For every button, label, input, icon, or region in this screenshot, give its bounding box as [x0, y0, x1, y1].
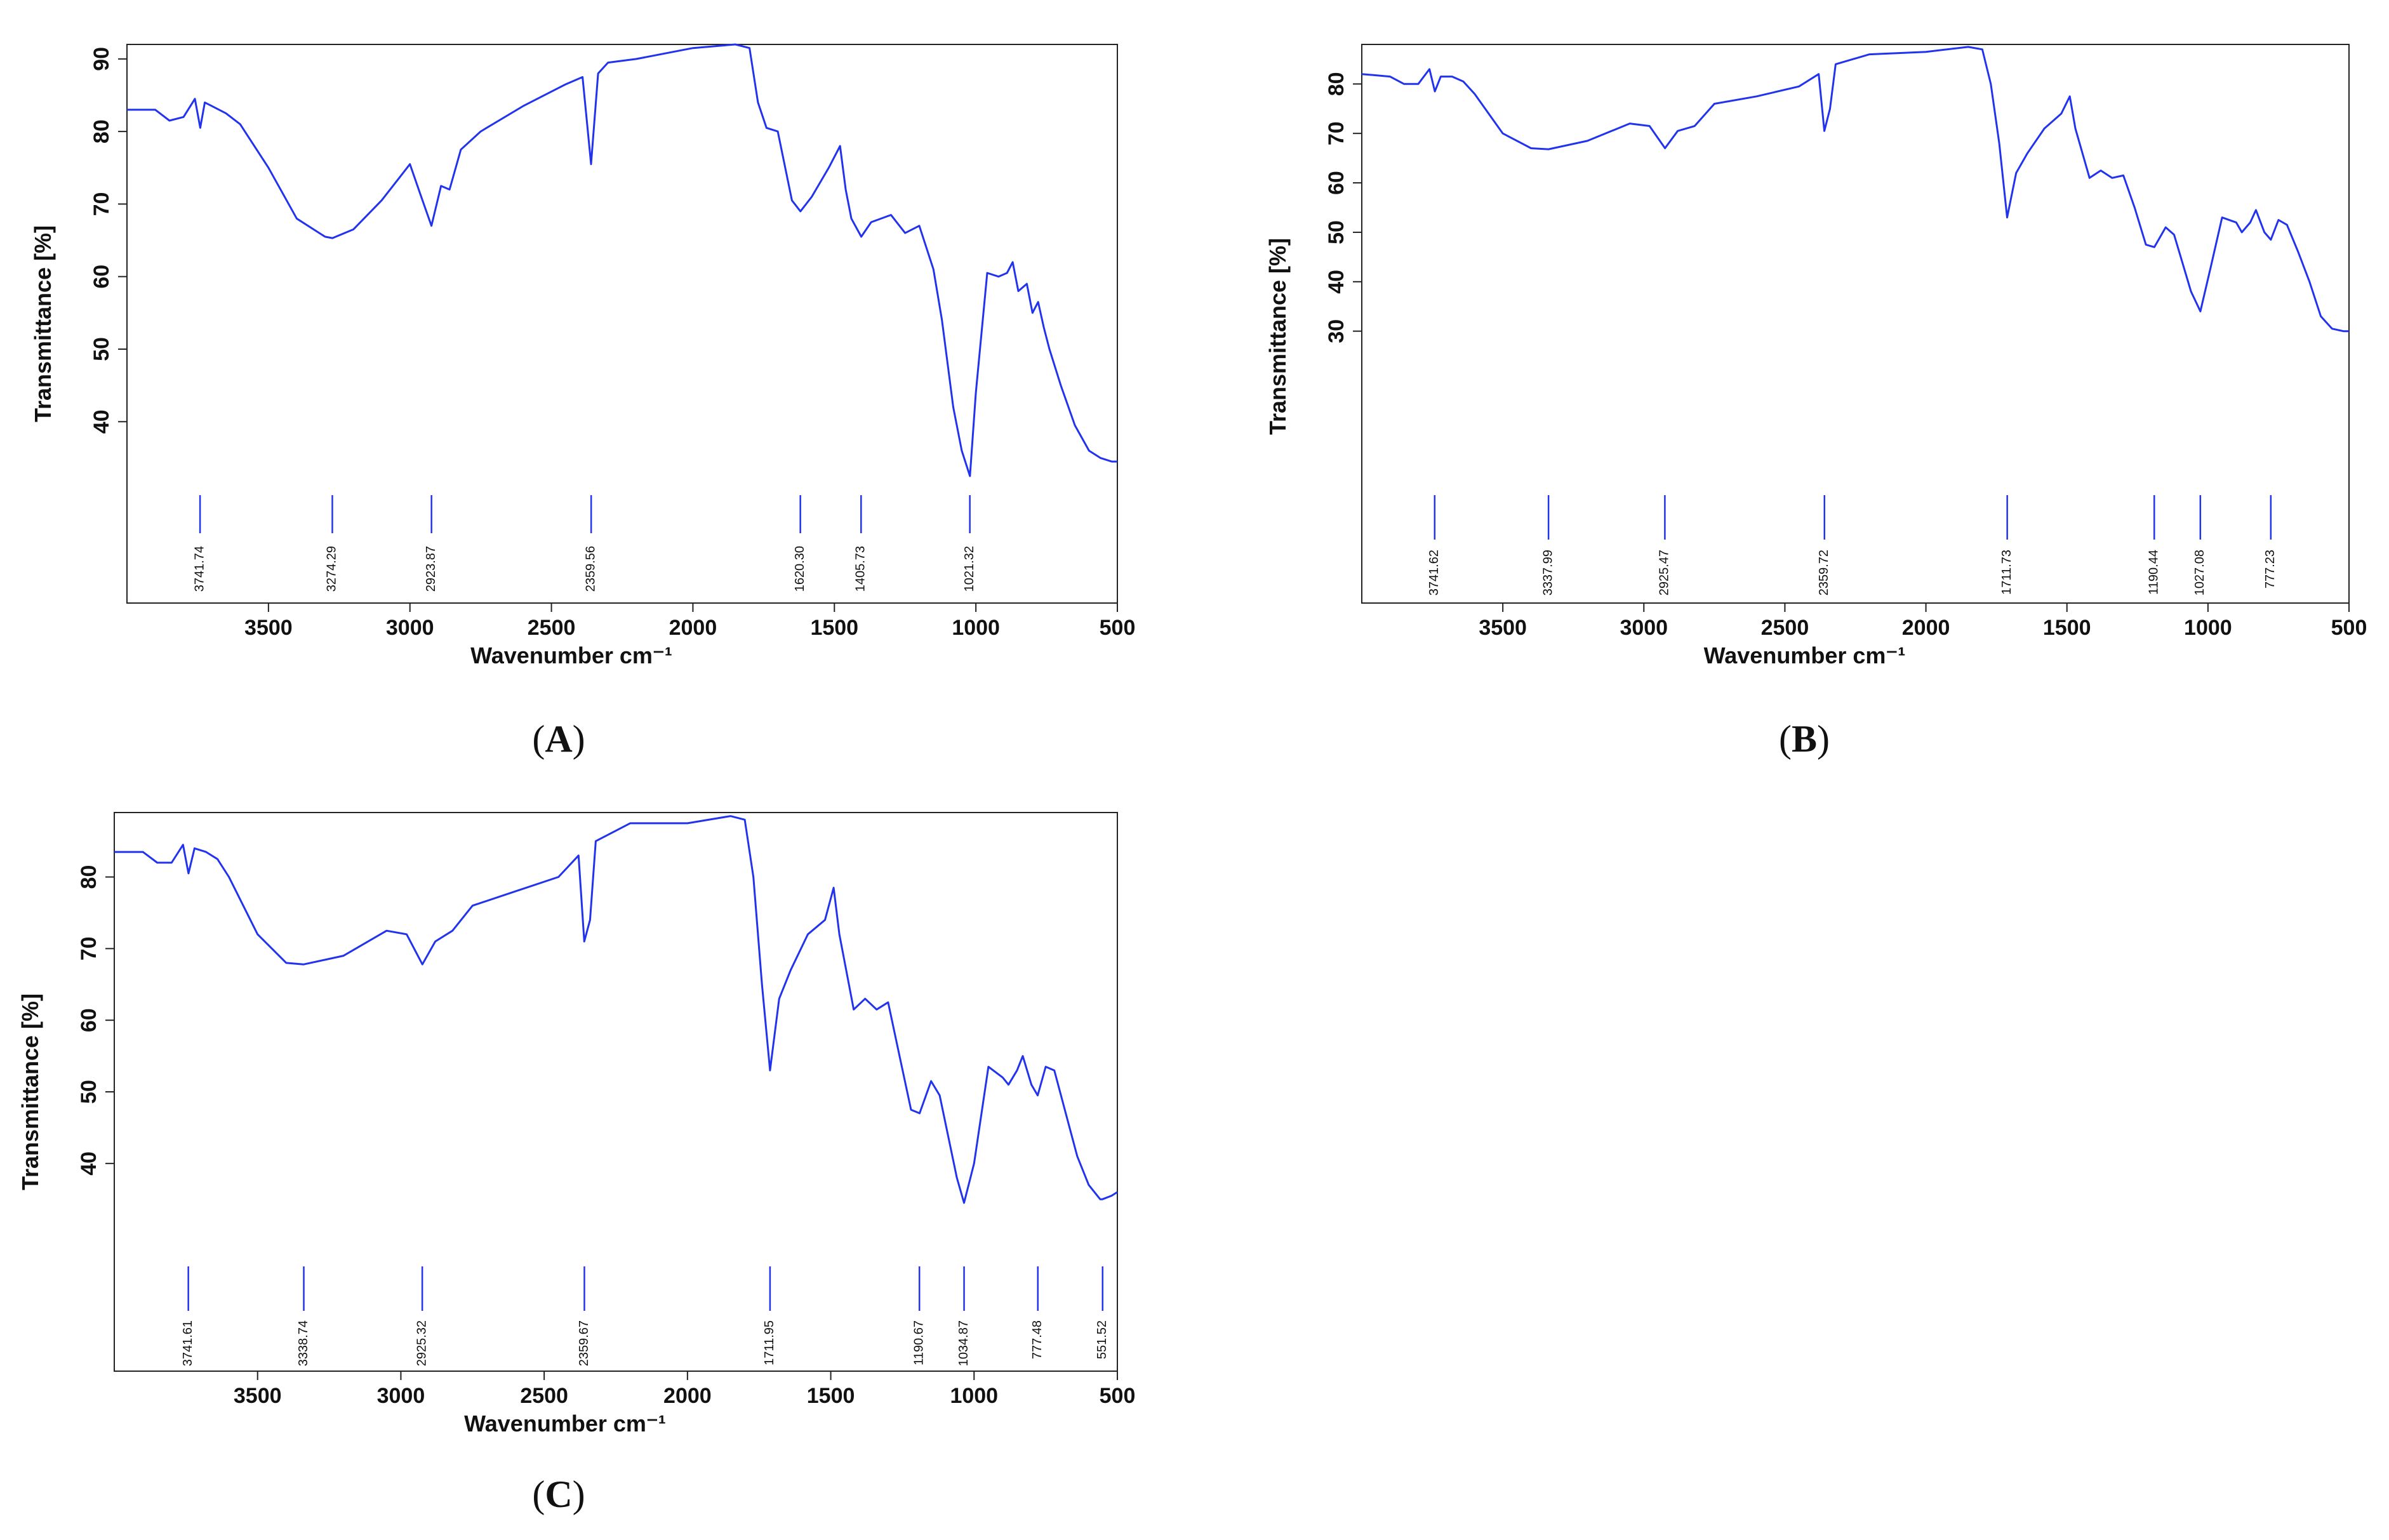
peak-label: 777.23 — [2263, 550, 2277, 588]
x-tick-label: 500 — [1100, 1384, 1136, 1408]
panel-label-c: (C) — [532, 1473, 585, 1515]
x-tick-label: 3500 — [234, 1384, 282, 1408]
plot-frame — [126, 44, 1118, 604]
y-tick-label: 30 — [1324, 319, 1348, 343]
peak-label: 2925.47 — [1658, 550, 1672, 595]
chart-panel-a: 40 50 60 70 80 90 3500 3000 2500 2000 1500 1000 500 W… — [0, 0, 1175, 768]
x-tick-label: 1000 — [952, 616, 1000, 640]
peak-label: 1405.73 — [854, 546, 868, 592]
plot-frame — [114, 812, 1118, 1372]
x-tick-label: 2000 — [669, 616, 717, 640]
x-tick-label: 3000 — [386, 616, 434, 640]
spectrum-line — [1361, 46, 2349, 333]
peak-label: 1190.67 — [912, 1320, 926, 1365]
peak-label: 777.48 — [1030, 1320, 1044, 1359]
peak-label: 3338.74 — [296, 1320, 310, 1366]
spectrum-line — [127, 43, 1117, 477]
y-tick-label: 80 — [90, 119, 114, 143]
x-tick-label: 500 — [1100, 616, 1136, 640]
chart-panel-b: 30 40 50 60 70 80 3500 3000 2500 2000 1500 1000 500 W… — [1225, 0, 2389, 768]
peak-label: 1021.32 — [962, 546, 976, 592]
chart-svg-a: 40 50 60 70 80 90 3500 3000 2500 2000 1500 1000 500 W… — [30, 43, 1136, 668]
y-tick-label: 60 — [1324, 171, 1348, 195]
y-tick-label: 80 — [77, 865, 101, 889]
peak-label: 1027.08 — [2193, 550, 2207, 595]
peak-label: 3274.29 — [325, 546, 339, 592]
peak-label: 1190.44 — [2147, 550, 2161, 595]
x-axis-title: Wavenumber cm⁻¹ — [464, 1411, 666, 1437]
peak-label: 3741.61 — [181, 1320, 195, 1366]
x-tick-label: 2500 — [520, 1384, 568, 1408]
panel-label-a: (A) — [532, 718, 585, 760]
plot-frame — [1361, 44, 2350, 604]
peak-label: 551.52 — [1095, 1320, 1109, 1359]
y-tick-label: 60 — [77, 1008, 101, 1032]
y-tick-label: 50 — [1324, 220, 1348, 244]
y-tick-label: 60 — [90, 265, 114, 289]
x-tick-label: 3500 — [244, 616, 293, 640]
peak-label: 2359.56 — [583, 546, 597, 592]
y-tick-label: 50 — [77, 1080, 101, 1104]
peak-label: 3741.62 — [1427, 550, 1441, 595]
x-tick-label: 2500 — [1761, 616, 1809, 640]
y-tick-label: 50 — [90, 337, 114, 361]
peak-label: 1034.87 — [957, 1320, 971, 1366]
peak-label: 1711.73 — [2000, 550, 2014, 595]
y-tick-label: 70 — [1324, 121, 1348, 145]
x-tick-label: 1000 — [2184, 616, 2232, 640]
x-tick-label: 3000 — [377, 1384, 425, 1408]
y-tick-label: 40 — [90, 409, 114, 434]
x-tick-label: 3500 — [1479, 616, 1527, 640]
panel-label-b: (B) — [1779, 718, 1830, 760]
peak-label: 3741.74 — [192, 546, 206, 592]
y-tick-label: 90 — [90, 47, 114, 71]
x-tick-label: 1000 — [950, 1384, 998, 1408]
chart-svg-c: 40 50 60 70 80 3500 3000 2500 2000 1500 1000 500 Wav… — [17, 812, 1136, 1437]
peak-label: 3337.99 — [1541, 550, 1555, 595]
peak-label: 2923.87 — [424, 546, 438, 592]
chart-svg-b: 30 40 50 60 70 80 3500 3000 2500 2000 1500 1000 500 W… — [1265, 44, 2367, 668]
x-tick-label: 3000 — [1620, 616, 1668, 640]
peak-label: 1620.30 — [793, 546, 807, 592]
y-tick-label: 70 — [90, 192, 114, 216]
peak-label: 1711.95 — [762, 1320, 776, 1365]
y-tick-label: 80 — [1324, 72, 1348, 96]
x-tick-label: 500 — [2331, 616, 2367, 640]
x-axis-title: Wavenumber cm⁻¹ — [470, 642, 672, 668]
x-axis-title: Wavenumber cm⁻¹ — [1704, 642, 1906, 668]
chart-panel-c: 40 50 60 70 80 3500 3000 2500 2000 1500 1000 500 Wav… — [0, 781, 1175, 1540]
x-tick-label: 1500 — [810, 616, 858, 640]
y-tick-label: 40 — [77, 1152, 101, 1176]
y-axis-title: Transmittance [%] — [17, 993, 43, 1190]
peak-label: 2359.72 — [1817, 550, 1831, 595]
x-tick-label: 2000 — [663, 1384, 712, 1408]
y-axis-title: Transmittance [%] — [30, 225, 56, 422]
y-tick-label: 40 — [1324, 270, 1348, 294]
spectrum-line — [114, 815, 1118, 1204]
peak-label: 2925.32 — [415, 1320, 429, 1366]
x-tick-label: 1500 — [807, 1384, 855, 1408]
y-tick-label: 70 — [77, 936, 101, 960]
x-tick-label: 2000 — [1902, 616, 1950, 640]
x-tick-label: 2500 — [528, 616, 576, 640]
y-axis-title: Transmittance [%] — [1265, 238, 1291, 435]
x-tick-label: 1500 — [2043, 616, 2091, 640]
peak-label: 2359.67 — [577, 1320, 591, 1366]
